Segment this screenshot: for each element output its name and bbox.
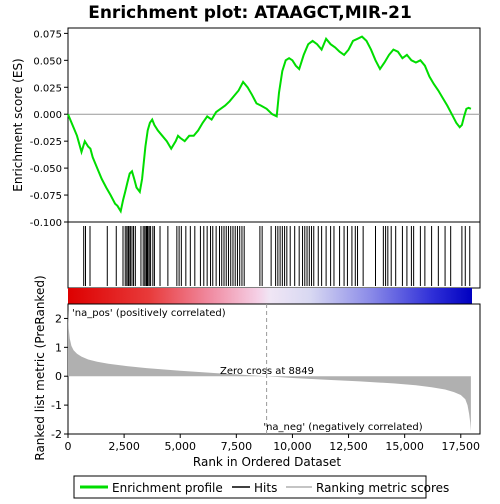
es-tick-label: -0.075 — [30, 191, 62, 202]
zero-cross-label: Zero cross at 8849 — [220, 366, 314, 377]
legend-label-hits: Hits — [254, 481, 277, 495]
x-axis-label: Rank in Ordered Dataset — [193, 455, 341, 469]
hits-panel — [67, 221, 481, 289]
es-axis-label: Enrichment score (ES) — [11, 58, 25, 191]
rank-tick-label: -2 — [51, 428, 62, 441]
es-axis-ticks: 0.075 0.050 0.025 0.000 -0.025 -0.050 -0.075 -0… — [30, 29, 68, 229]
ranking-gradient-bar — [68, 288, 472, 304]
es-tick-label: 0.050 — [33, 56, 62, 67]
hits-panel-frame — [67, 221, 481, 289]
es-tick-label: 0.075 — [33, 29, 62, 40]
enrichment-profile-line — [67, 35, 472, 214]
legend: Enrichment profile Hits Ranking metric s… — [73, 475, 449, 499]
es-tick-label: 0.025 — [33, 83, 62, 94]
upper-panel-frame — [67, 27, 481, 223]
rank-tick-label: -1 — [51, 399, 62, 412]
x-tick-label: 2,500 — [108, 440, 140, 453]
x-tick-label: 0 — [65, 440, 72, 453]
rank-axis-ticks: 2 1 0 -1 -2 — [51, 312, 68, 441]
es-tick-label: -0.050 — [30, 164, 62, 175]
x-tick-label: 7,500 — [221, 440, 253, 453]
x-tick-label: 10,000 — [273, 440, 312, 453]
legend-label-enrichment: Enrichment profile — [112, 481, 223, 495]
es-tick-label: -0.025 — [30, 137, 62, 148]
rank-tick-label: 2 — [55, 312, 62, 325]
es-tick-label: 0.000 — [33, 110, 62, 121]
na-neg-label: 'na_neg' (negatively correlated) — [263, 422, 422, 433]
gradient-strip — [68, 288, 472, 304]
x-tick-label: 5,000 — [164, 440, 196, 453]
x-axis-ticks: 0 2,500 5,000 7,500 10,000 12,500 15,000 17,500 — [65, 434, 481, 453]
enrichment-score-panel: 0.075 0.050 0.025 0.000 -0.025 -0.050 -0.075 -0… — [11, 27, 481, 229]
rank-tick-label: 1 — [55, 341, 62, 354]
na-pos-label: 'na_pos' (positively correlated) — [72, 308, 226, 319]
x-tick-label: 17,500 — [442, 440, 481, 453]
hit-marks — [83, 226, 471, 286]
ranking-metric-area — [68, 309, 471, 432]
chart-title: Enrichment plot: ATAAGCT,MIR-21 — [88, 3, 412, 23]
legend-label-ranking: Ranking metric scores — [316, 481, 449, 495]
ranked-metric-panel: 2 1 0 -1 -2 'na_pos' (positively correlated)… — [33, 275, 481, 461]
es-tick-label: -0.100 — [30, 218, 62, 229]
rank-axis-label: Ranked list metric (PreRanked) — [33, 275, 47, 460]
rank-tick-label: 0 — [55, 370, 62, 383]
x-tick-label: 12,500 — [329, 440, 368, 453]
x-tick-label: 15,000 — [385, 440, 424, 453]
